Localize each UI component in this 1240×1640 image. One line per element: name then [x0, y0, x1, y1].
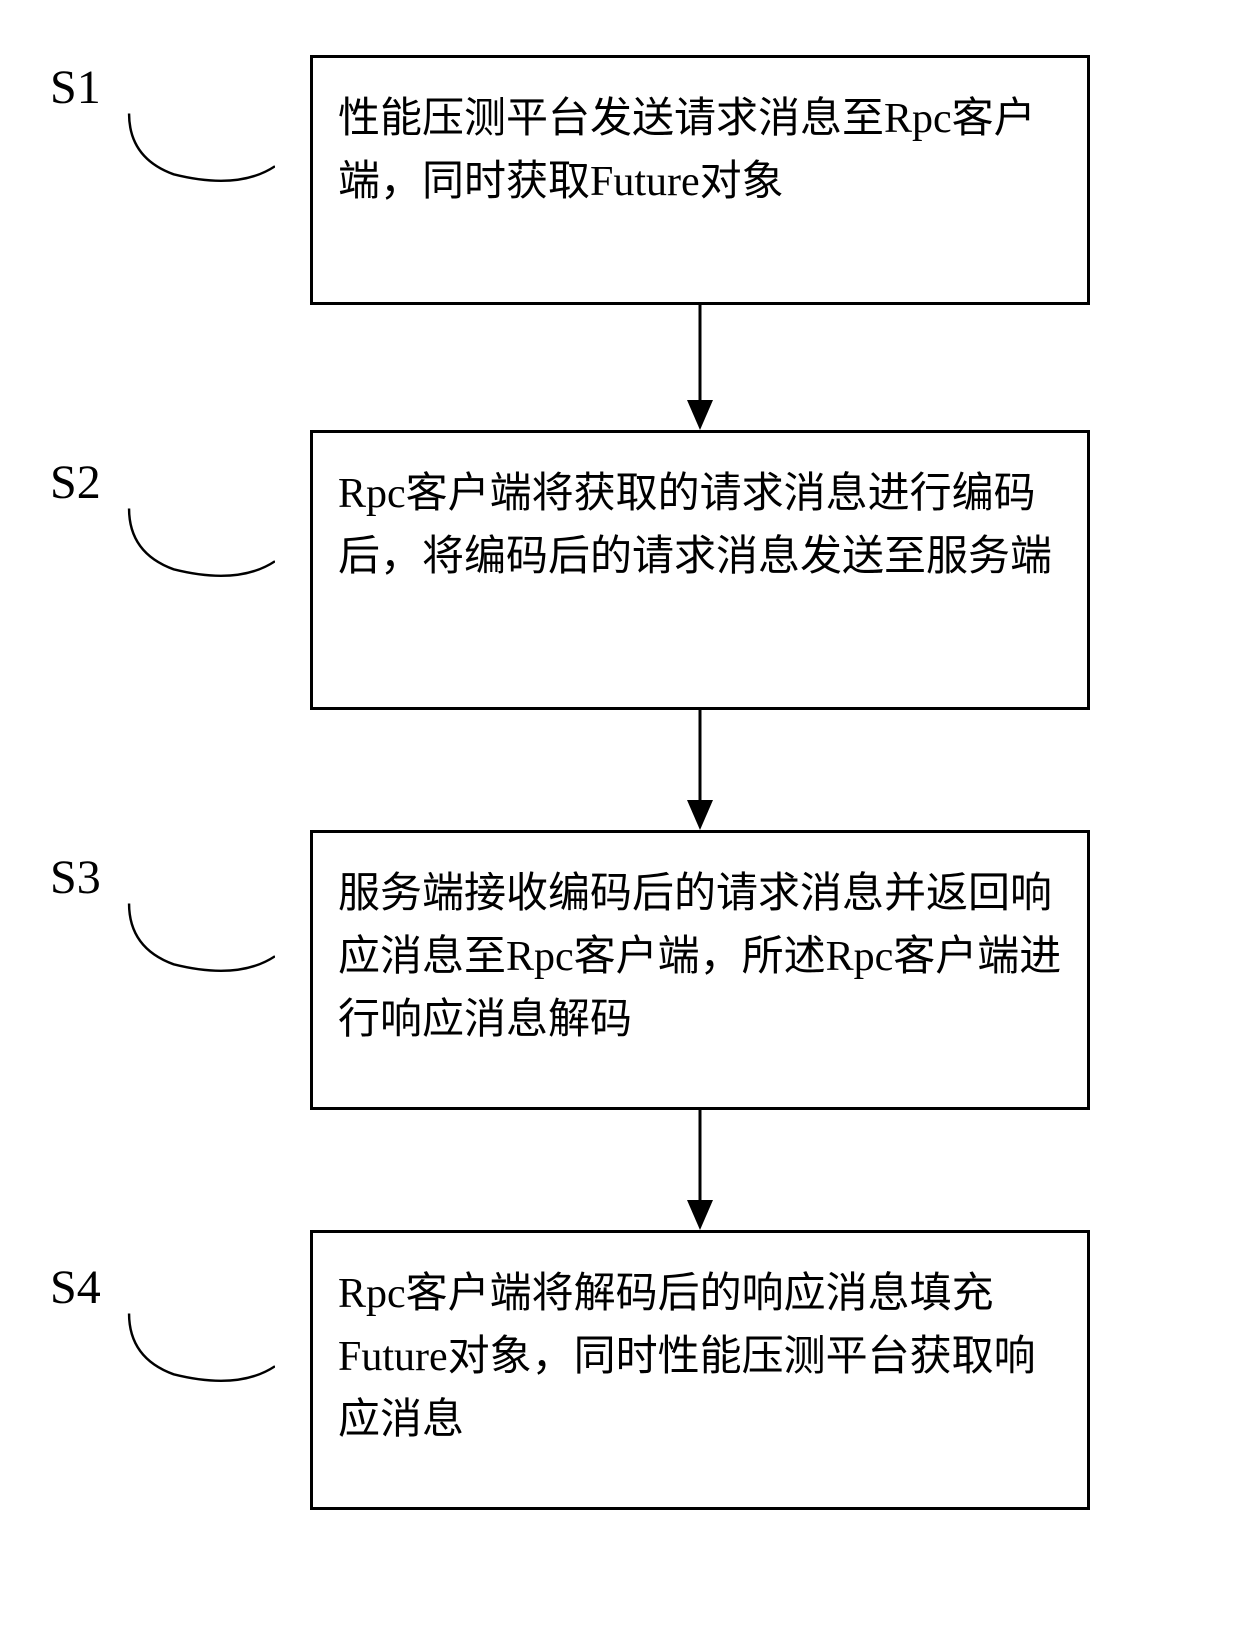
step-box-s2: Rpc客户端将获取的请求消息进行编码后，将编码后的请求消息发送至服务端	[310, 430, 1090, 710]
step-label-s1: S1	[50, 60, 101, 115]
step-label-s2: S2	[50, 455, 101, 510]
step-label-s4: S4	[50, 1260, 101, 1315]
step-label-s3: S3	[50, 850, 101, 905]
arrow-s2-s3	[685, 710, 715, 830]
connector-s3	[125, 890, 275, 990]
step-text-s2: Rpc客户端将获取的请求消息进行编码后，将编码后的请求消息发送至服务端	[338, 471, 1052, 580]
step-box-s1: 性能压测平台发送请求消息至Rpc客户端，同时获取Future对象	[310, 55, 1090, 305]
arrow-s1-s2	[685, 305, 715, 430]
step-text-s4: Rpc客户端将解码后的响应消息填充Future对象，同时性能压测平台获取响应消息	[338, 1271, 1036, 1443]
arrow-s3-s4	[685, 1110, 715, 1230]
flowchart-container: S1 性能压测平台发送请求消息至Rpc客户端，同时获取Future对象 S2 R…	[0, 0, 1240, 1640]
connector-s2	[125, 495, 275, 595]
step-text-s1: 性能压测平台发送请求消息至Rpc客户端，同时获取Future对象	[338, 96, 1036, 205]
step-box-s3: 服务端接收编码后的请求消息并返回响应消息至Rpc客户端，所述Rpc客户端进行响应…	[310, 830, 1090, 1110]
connector-s1	[125, 100, 275, 200]
step-text-s3: 服务端接收编码后的请求消息并返回响应消息至Rpc客户端，所述Rpc客户端进行响应…	[338, 871, 1061, 1043]
connector-s4	[125, 1300, 275, 1400]
step-box-s4: Rpc客户端将解码后的响应消息填充Future对象，同时性能压测平台获取响应消息	[310, 1230, 1090, 1510]
